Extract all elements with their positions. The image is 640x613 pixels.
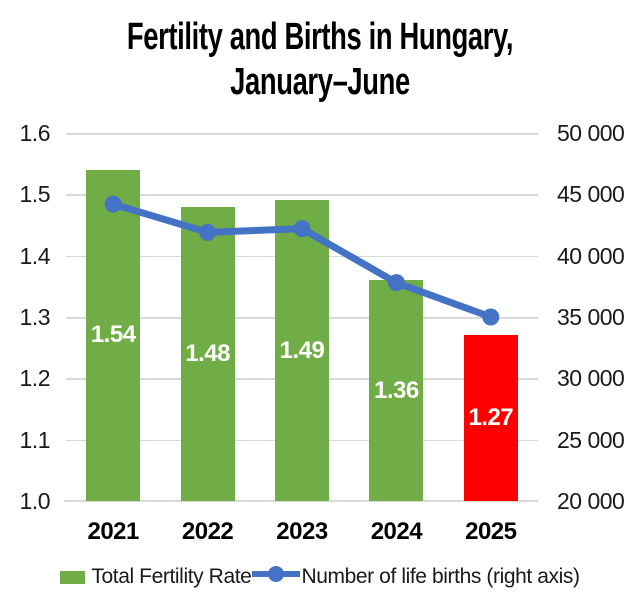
gridline — [66, 133, 538, 135]
bar-2025 — [463, 335, 518, 501]
x-axis-line — [64, 500, 538, 502]
line-point-2022 — [199, 223, 217, 241]
bar-2024 — [369, 280, 424, 501]
bar-data-label-2024: 1.36 — [374, 376, 419, 404]
bar-2022 — [180, 206, 235, 501]
right-axis-tick: 20 000 — [557, 488, 625, 514]
births-line-series — [104, 195, 500, 326]
right-axis-tick: 30 000 — [557, 365, 625, 392]
bar-data-label-2022: 1.48 — [185, 339, 230, 367]
legend-bar-label: Total Fertility Rate — [91, 565, 252, 588]
plot-area: 1.54 1.48 1.49 1.36 1.27 — [64, 133, 538, 502]
right-axis-tick: 25 000 — [557, 426, 625, 453]
left-axis-tick: 1.3 — [19, 304, 51, 330]
left-axis-tick: 1.2 — [19, 365, 51, 392]
chart-title: Fertility and Births in Hungary, January… — [0, 15, 640, 105]
bar-data-label-2023: 1.49 — [279, 336, 325, 364]
bar-2023 — [275, 200, 329, 501]
chart-title-line2: January–June — [230, 61, 410, 103]
gridline — [66, 194, 538, 196]
left-axis-tick: 1.4 — [19, 242, 51, 269]
left-axis-tick: 1.1 — [19, 426, 51, 453]
line-point-2021 — [104, 195, 122, 213]
line-point-2024 — [387, 274, 405, 292]
legend-line-marker-icon — [252, 564, 301, 590]
left-axis-tick: 1.6 — [19, 120, 51, 146]
x-axis-label-2022: 2022 — [181, 518, 234, 545]
legend: Total Fertility Rate Number of life birt… — [0, 564, 640, 590]
chart-title-line1: Fertility and Births in Hungary, — [126, 16, 514, 58]
line-point-2025 — [482, 308, 500, 326]
x-axis-label-2025: 2025 — [465, 518, 517, 545]
right-axis-tick: 40 000 — [557, 242, 625, 269]
legend-line-label: Number of life births (right axis) — [301, 565, 580, 588]
bar-2021 — [86, 169, 141, 501]
bar-data-label-2025: 1.27 — [468, 404, 514, 432]
left-axis-tick: 1.0 — [19, 488, 51, 514]
left-axis-tick: 1.5 — [19, 181, 51, 208]
x-axis-label-2023: 2023 — [276, 518, 328, 545]
right-axis-tick: 45 000 — [557, 181, 625, 208]
right-axis-tick: 50 000 — [557, 120, 625, 146]
x-axis-label-2024: 2024 — [370, 518, 423, 545]
right-axis-tick: 35 000 — [557, 304, 625, 330]
bar-data-label-2021: 1.54 — [90, 321, 136, 349]
line-point-2023 — [293, 220, 311, 238]
legend-bar-swatch-icon — [60, 570, 86, 584]
x-axis-label-2021: 2021 — [87, 518, 139, 545]
